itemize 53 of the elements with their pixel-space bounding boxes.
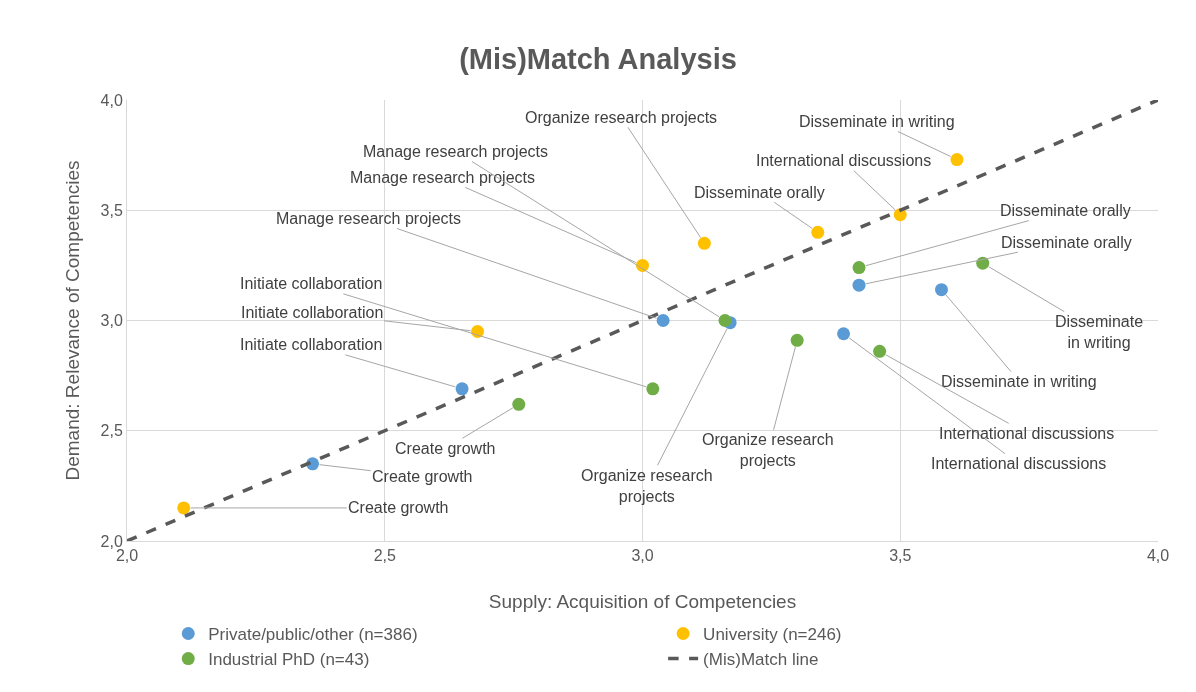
y-tick-label: 4,0 xyxy=(100,91,123,109)
annotation: Manage research projects xyxy=(350,169,535,186)
legend-label: Industrial PhD (n=43) xyxy=(208,650,370,670)
point xyxy=(512,397,526,411)
point xyxy=(811,225,825,239)
y-tick-label: 2,5 xyxy=(100,422,123,440)
annotation: Initiate collaboration xyxy=(241,304,384,321)
point xyxy=(718,314,732,327)
point xyxy=(873,344,887,358)
annotation: Disseminate in writing xyxy=(1055,313,1144,351)
x-tick-label: 3,5 xyxy=(889,547,912,565)
annotation: Create growth xyxy=(395,440,496,457)
point xyxy=(656,314,670,327)
annotation: Initiate collaboration xyxy=(240,336,383,353)
point xyxy=(177,501,191,515)
legend-label: University (n=246) xyxy=(703,625,842,645)
legend-label: (Mis)Match line xyxy=(703,650,819,670)
point xyxy=(950,153,964,167)
point xyxy=(455,382,469,396)
point xyxy=(790,333,804,347)
annotation: Organize research projects xyxy=(525,109,718,126)
annotation: Initiate collaboration xyxy=(240,275,383,292)
point xyxy=(852,261,866,275)
x-tick-label: 4,0 xyxy=(1146,547,1170,565)
annotation: Organize research projects xyxy=(702,431,834,469)
legend-label: Private/public/other (n=386) xyxy=(208,625,418,645)
annotation: Create growth xyxy=(372,468,473,485)
x-tick-label: 2,0 xyxy=(115,547,139,565)
chart-title: (Mis)Match Analysis xyxy=(459,42,737,75)
y-tick-label: 3,0 xyxy=(100,312,123,330)
point xyxy=(697,236,711,250)
point xyxy=(646,382,660,396)
annotation: Organize research projects xyxy=(581,467,713,505)
point xyxy=(837,327,851,341)
x-tick-label: 2,5 xyxy=(373,547,396,565)
annotation: International discussions xyxy=(939,425,1115,442)
annotation: Disseminate orally xyxy=(1000,202,1131,219)
annotation: Manage research projects xyxy=(276,210,461,227)
x-tick-label: 3,0 xyxy=(631,547,654,565)
annotation: Disseminate orally xyxy=(1001,234,1132,251)
annotation: Disseminate orally xyxy=(694,184,825,201)
point xyxy=(852,278,866,292)
annotation: Disseminate in writing xyxy=(941,373,1097,390)
y-tick-label: 3,5 xyxy=(100,201,123,219)
annotation: International discussions xyxy=(756,152,932,169)
annotation: Create growth xyxy=(348,499,449,516)
y-axis-title: Demand: Relevance of Competencies xyxy=(62,160,83,481)
x-axis-title: Supply: Acquisition of Competencies xyxy=(488,591,797,612)
annotation: Manage research projects xyxy=(363,143,548,160)
y-tick-label: 2,0 xyxy=(100,532,123,550)
annotation: International discussions xyxy=(931,455,1107,472)
annotation: Disseminate in writing xyxy=(799,113,955,130)
point xyxy=(935,283,948,297)
